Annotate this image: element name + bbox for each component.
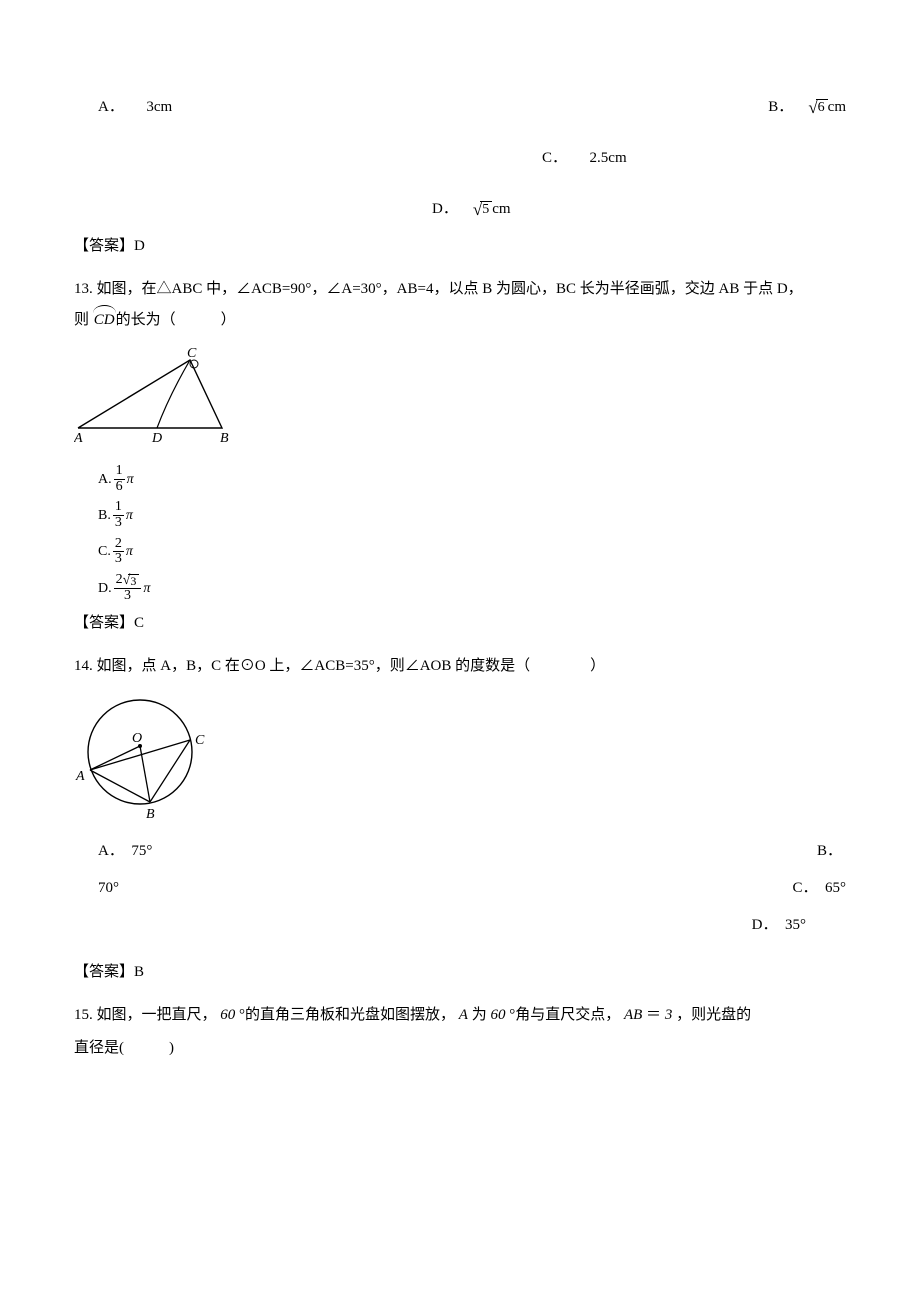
label-D: D xyxy=(151,431,162,446)
q14-number: 14. xyxy=(74,658,93,674)
option-b-unit: cm xyxy=(828,94,846,121)
prev-option-row-1: A． 3cm B． √ 6 cm xyxy=(74,94,846,121)
q15-line2: 直径是( ) xyxy=(74,1035,846,1062)
question-14: 14. 如图，点 A，B，C 在⊙O 上，∠ACB=35°，则∠AOB 的度数是… xyxy=(74,653,846,680)
q15-number: 15. xyxy=(74,1007,93,1023)
option-a-label: A． xyxy=(98,99,124,115)
q14-options: A． 75° B． 70° C． 65° D． 35° xyxy=(74,838,846,939)
answer-value: D xyxy=(134,238,145,254)
circle-svg: O A B C xyxy=(74,694,214,820)
q14-figure: O A B C xyxy=(74,694,846,830)
option-d-unit: cm xyxy=(492,196,510,223)
frac-1-3: 1 3 xyxy=(113,500,124,530)
q14-option-c: C． 65° xyxy=(792,875,846,902)
q13-figure: A D B C xyxy=(74,346,846,456)
label-B: B xyxy=(146,807,155,820)
answer-label: 【答案】 xyxy=(74,238,134,254)
label-B: B xyxy=(220,431,229,446)
option-d: D． √ 5 cm xyxy=(432,196,511,223)
question-13: 13. 如图，在△ABC 中，∠ACB=90°，∠A=30°，AB=4，以点 B… xyxy=(74,276,846,303)
option-c: C． 2.5cm xyxy=(542,145,627,172)
sqrt-6: √ 6 xyxy=(808,99,827,116)
option-b: B． √ 6 cm xyxy=(768,94,846,121)
label-A: A xyxy=(75,769,85,784)
option-a: A． 3cm xyxy=(98,94,172,121)
label-C: C xyxy=(187,346,197,361)
frac-2-3: 2 3 xyxy=(113,537,124,567)
q14-option-a: A． 75° xyxy=(98,838,152,865)
q13-text2-pre: 则 xyxy=(74,307,89,334)
q14-text: 如图，点 A，B，C 在⊙O 上，∠ACB=35°，则∠AOB 的度数是（ ） xyxy=(97,658,606,674)
q13-text2-post: 的长为（ ） xyxy=(116,307,236,334)
prev-option-row-3: D． √ 5 cm xyxy=(74,196,846,223)
q14-option-d: D． 35° xyxy=(752,912,806,939)
frac-2sqrt3-3: 2 √ 3 3 xyxy=(114,573,142,603)
arc-cd: CD xyxy=(93,307,116,334)
question-15: 15. 如图，一把直尺， 60 °的直角三角板和光盘如图摆放， A 为 60 °… xyxy=(74,1002,846,1029)
label-C: C xyxy=(195,733,205,748)
prev-option-row-2: C． 2.5cm xyxy=(74,145,846,172)
q13-answer: 【答案】C xyxy=(74,610,846,637)
q14-option-b-value: 70° xyxy=(98,875,119,902)
q13-option-d: D. 2 √ 3 3 π xyxy=(98,573,846,603)
sqrt-5: √ 5 xyxy=(473,201,492,218)
q13-options: A. 1 6 π B. 1 3 π C. 2 3 π D. xyxy=(74,464,846,604)
triangle-svg: A D B C xyxy=(74,346,244,446)
q13-text1: 如图，在△ABC 中，∠ACB=90°，∠A=30°，AB=4，以点 B 为圆心… xyxy=(97,281,803,297)
option-a-value: 3cm xyxy=(146,99,172,115)
q14-option-b-label: B． xyxy=(817,838,842,865)
q13-option-c: C. 2 3 π xyxy=(98,537,846,567)
q14-answer: 【答案】B xyxy=(74,959,846,986)
label-A: A xyxy=(74,431,83,446)
label-O: O xyxy=(132,731,142,746)
option-b-label: B． xyxy=(768,94,793,121)
q13-option-a: A. 1 6 π xyxy=(98,464,846,494)
option-c-label: C． xyxy=(542,150,567,166)
frac-1-6: 1 6 xyxy=(114,464,125,494)
q13-line2: 则 CD 的长为（ ） xyxy=(74,307,236,334)
q13-number: 13. xyxy=(74,281,93,297)
prev-answer: 【答案】D xyxy=(74,233,846,260)
q13-option-b: B. 1 3 π xyxy=(98,500,846,530)
option-c-value: 2.5cm xyxy=(590,150,627,166)
option-d-label: D． xyxy=(432,196,458,223)
